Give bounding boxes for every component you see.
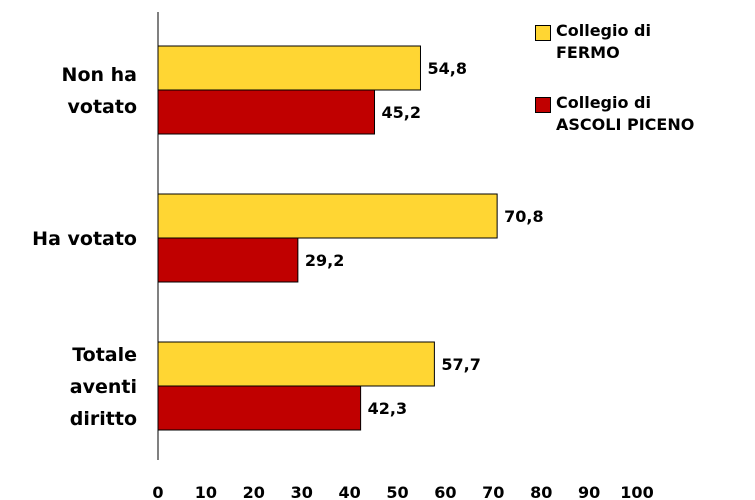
x-tick-label: 0 bbox=[152, 483, 163, 500]
category-labels: Non ha votato Ha votato Totale aventi diritto bbox=[32, 64, 137, 430]
category-label-line: votato bbox=[68, 96, 137, 118]
legend-item-ascoli-piceno: Collegio di ASCOLI PICENO bbox=[535, 92, 750, 136]
legend: Collegio di FERMO Collegio di ASCOLI PIC… bbox=[535, 20, 750, 164]
bar-totale-aventi-diritto-fermo bbox=[157, 341, 435, 387]
category-label-line: aventi bbox=[70, 376, 137, 398]
bar-totale-aventi-diritto-ascoli-piceno bbox=[157, 385, 362, 431]
value-label: 70,8 bbox=[504, 207, 543, 226]
value-label: 42,3 bbox=[368, 399, 407, 418]
bar-ha-votato-fermo bbox=[157, 193, 498, 239]
x-tick-label: 30 bbox=[291, 483, 313, 500]
value-label: 57,7 bbox=[441, 355, 480, 374]
bar-non-ha-votato-ascoli-piceno bbox=[157, 89, 376, 135]
category-label-line: Ha votato bbox=[32, 228, 137, 250]
legend-label-ascoli-piceno: Collegio di ASCOLI PICENO bbox=[556, 93, 695, 134]
bar-ha-votato-ascoli-piceno bbox=[157, 237, 299, 283]
x-tick-label: 60 bbox=[434, 483, 456, 500]
x-tick-label: 40 bbox=[338, 483, 360, 500]
x-tick-label: 100 bbox=[620, 483, 653, 500]
value-label: 54,8 bbox=[427, 59, 466, 78]
x-tick-label: 90 bbox=[578, 483, 600, 500]
category-label-totale-aventi-diritto: Totale aventi diritto bbox=[70, 344, 137, 430]
legend-item-fermo: Collegio di FERMO bbox=[535, 20, 750, 64]
category-label-non-ha-votato: Non ha votato bbox=[62, 64, 137, 118]
legend-swatch-ascoli-piceno bbox=[535, 97, 551, 113]
legend-label-fermo: Collegio di FERMO bbox=[556, 21, 651, 62]
x-tick-label: 50 bbox=[386, 483, 408, 500]
category-label-line: Totale bbox=[72, 344, 137, 366]
category-label-line: Non ha bbox=[62, 64, 137, 86]
bar-non-ha-votato-fermo bbox=[157, 45, 421, 91]
x-tick-label: 10 bbox=[195, 483, 217, 500]
x-tick-label: 80 bbox=[530, 483, 552, 500]
category-label-ha-votato: Ha votato bbox=[32, 228, 137, 250]
category-label-line: diritto bbox=[70, 408, 137, 430]
value-labels: 54,8 45,2 70,8 29,2 57,7 42,3 bbox=[305, 59, 544, 418]
value-label: 29,2 bbox=[305, 251, 344, 270]
value-label: 45,2 bbox=[382, 103, 421, 122]
x-tick-label: 70 bbox=[482, 483, 504, 500]
bars bbox=[157, 45, 498, 431]
legend-swatch-fermo bbox=[535, 25, 551, 41]
x-tick-label: 20 bbox=[243, 483, 265, 500]
x-axis-tick-labels: 0 10 20 30 40 50 60 70 80 90 100 bbox=[152, 483, 653, 500]
